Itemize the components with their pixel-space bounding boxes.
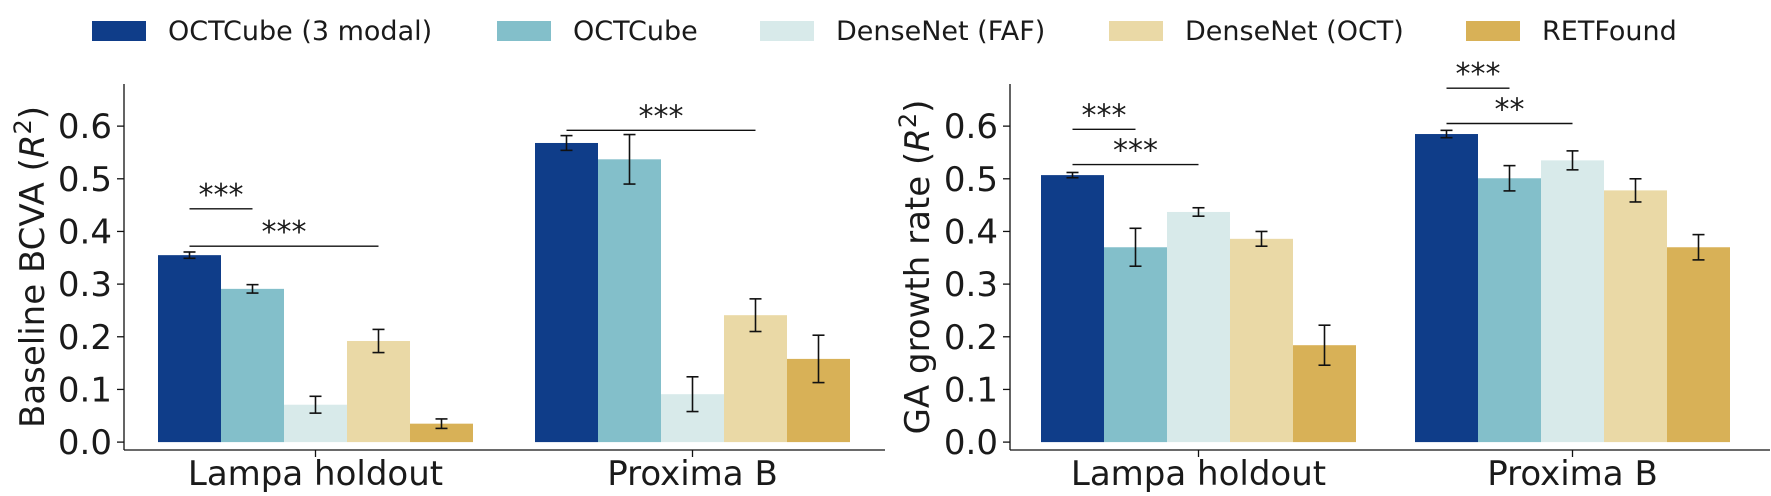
bar-densenet-faf-lampa-holdout	[1167, 211, 1230, 443]
y-tick-label: 0.0	[58, 423, 112, 463]
significance-label: ***	[1113, 134, 1158, 169]
error-bar-densenet-oct-lampa-holdout	[372, 328, 385, 354]
bar-octcube-3-modal-lampa-holdout	[1041, 175, 1104, 443]
y-tick-label: 0.3	[58, 265, 112, 305]
error-bar-retfound-lampa-holdout	[1318, 324, 1331, 367]
x-tick-label: Proxima B	[607, 454, 778, 494]
significance-label: ***	[639, 99, 684, 134]
legend-item-densenet-oct: DenseNet (OCT)	[1109, 14, 1404, 48]
y-tick-label: 0.2	[944, 318, 998, 358]
y-tick-label: 0.4	[58, 212, 112, 252]
legend-swatch	[1466, 21, 1520, 41]
x-tick-label: Proxima B	[1487, 454, 1658, 494]
error-bar-retfound-proxima-b	[1692, 233, 1705, 261]
y-tick-label: 0.1	[58, 370, 112, 410]
y-tick-label: 0.5	[944, 160, 998, 200]
bar-retfound-lampa-holdout	[410, 423, 473, 443]
bar-octcube-lampa-holdout	[221, 288, 284, 443]
bar-densenet-oct-lampa-holdout	[1230, 238, 1293, 443]
y-tick-label: 0.0	[944, 423, 998, 463]
legend-label: OCTCube (3 modal)	[168, 15, 433, 47]
y-tick-label: 0.5	[58, 160, 112, 200]
error-bar-octcube-3-modal-lampa-holdout	[183, 251, 196, 260]
error-bar-retfound-proxima-b	[812, 334, 825, 384]
error-bar-densenet-oct-proxima-b	[749, 298, 762, 333]
y-tick-label: 0.6	[58, 107, 112, 147]
significance-label: ***	[1082, 98, 1127, 133]
error-bar-octcube-proxima-b	[1503, 164, 1516, 192]
legend-label: DenseNet (FAF)	[836, 15, 1046, 47]
legend-label: OCTCube	[573, 15, 698, 47]
y-axis-label: Baseline BCVA (R2)	[9, 106, 53, 428]
significance-label: ***	[199, 178, 244, 213]
legend-label: RETFound	[1542, 15, 1677, 47]
y-tick-label: 0.6	[944, 107, 998, 147]
error-bar-octcube-3-modal-lampa-holdout	[1066, 171, 1079, 179]
significance-label: ***	[262, 215, 307, 250]
legend-item-octcube-3-modal: OCTCube (3 modal)	[92, 14, 432, 48]
error-bar-octcube-lampa-holdout	[1129, 227, 1142, 268]
legend: OCTCube (3 modal) OCTCube DenseNet (FAF)…	[0, 0, 1771, 60]
chart-baseline-bcva: 0.0 0.1 0.2 0.3 0.4 0.5 0.6 Lampa holdout Proxim…	[9, 84, 885, 494]
legend-swatch	[497, 21, 551, 41]
bar-densenet-oct-proxima-b	[1604, 190, 1667, 443]
bar-octcube-3-modal-proxima-b	[1415, 134, 1478, 443]
error-bar-densenet-faf-proxima-b	[686, 375, 699, 413]
legend-swatch	[1109, 21, 1163, 41]
error-bar-densenet-faf-lampa-holdout	[309, 395, 322, 414]
y-tick-label: 0.2	[58, 318, 112, 358]
error-bar-octcube-3-modal-proxima-b	[560, 134, 573, 152]
error-bar-octcube-lampa-holdout	[246, 283, 259, 294]
x-tick-label: Lampa holdout	[188, 454, 443, 494]
legend-swatch	[760, 21, 814, 41]
bar-retfound-proxima-b	[1667, 247, 1730, 443]
bar-octcube-3-modal-lampa-holdout	[158, 255, 221, 443]
legend-item-retfound: RETFound	[1466, 14, 1677, 48]
legend-item-octcube: OCTCube	[497, 14, 698, 48]
bar-densenet-faf-proxima-b	[1541, 160, 1604, 443]
chart-ga-growth-rate: 0.0 0.1 0.2 0.3 0.4 0.5 0.6 Lampa holdout Proxim…	[894, 57, 1770, 494]
y-tick-label: 0.4	[944, 212, 998, 252]
y-tick-label: 0.3	[944, 265, 998, 305]
bar-densenet-oct-lampa-holdout	[347, 340, 410, 443]
bar-octcube-proxima-b	[1478, 178, 1541, 443]
legend-item-densenet-faf: DenseNet (FAF)	[760, 14, 1045, 48]
bar-octcube-proxima-b	[598, 159, 661, 443]
error-bar-densenet-faf-proxima-b	[1566, 150, 1579, 171]
error-bar-densenet-oct-lampa-holdout	[1255, 230, 1268, 247]
error-bar-densenet-oct-proxima-b	[1629, 177, 1642, 203]
legend-label: DenseNet (OCT)	[1185, 15, 1404, 47]
bar-octcube-3-modal-proxima-b	[535, 142, 598, 443]
legend-swatch	[92, 21, 146, 41]
error-bar-retfound-lampa-holdout	[435, 418, 448, 430]
error-bar-octcube-3-modal-proxima-b	[1440, 129, 1453, 139]
error-bar-densenet-faf-lampa-holdout	[1192, 206, 1205, 217]
x-tick-label: Lampa holdout	[1071, 454, 1326, 494]
significance-label: ***	[1456, 57, 1501, 92]
error-bar-octcube-proxima-b	[623, 133, 636, 185]
y-tick-label: 0.1	[944, 370, 998, 410]
y-axis-label: GA growth rate (R2)	[894, 100, 938, 435]
bar-densenet-oct-proxima-b	[724, 315, 787, 443]
bar-octcube-lampa-holdout	[1104, 247, 1167, 443]
significance-label: **	[1495, 92, 1525, 127]
